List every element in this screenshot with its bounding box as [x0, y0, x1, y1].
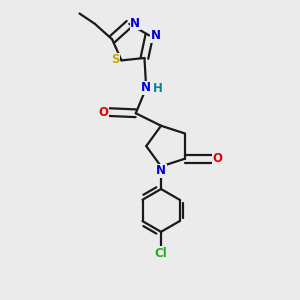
Text: N: N — [130, 16, 140, 29]
Text: N: N — [156, 164, 166, 177]
Text: N: N — [151, 29, 161, 42]
Text: S: S — [111, 53, 120, 66]
Text: N: N — [141, 82, 151, 94]
Text: O: O — [99, 106, 109, 118]
Text: Cl: Cl — [155, 247, 167, 260]
Text: H: H — [152, 82, 162, 95]
Text: O: O — [213, 152, 223, 165]
